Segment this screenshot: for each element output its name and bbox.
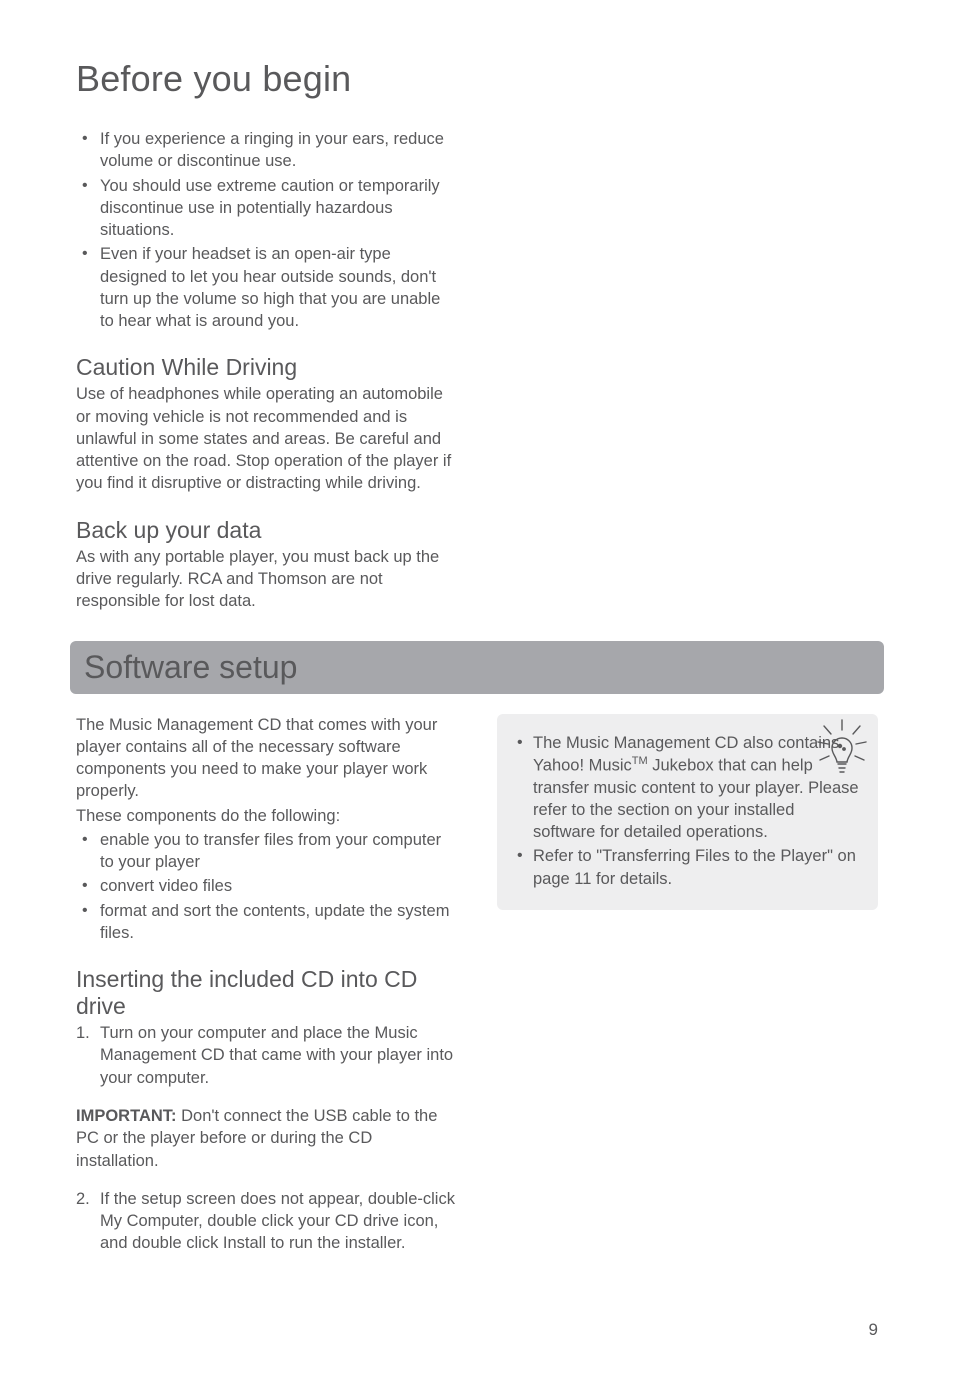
before-bullets: If you experience a ringing in your ears… <box>76 128 457 332</box>
software-intro-bullet: format and sort the contents, update the… <box>76 900 457 945</box>
important-note: IMPORTANT: Don't connect the USB cable t… <box>76 1105 457 1172</box>
tip-callout: The Music Management CD also contains Ya… <box>497 714 878 910</box>
software-columns: The Music Management CD that comes with … <box>76 714 878 1255</box>
insert-cd-heading: Inserting the included CD into CD drive <box>76 966 457 1020</box>
before-columns: If you experience a ringing in your ears… <box>76 128 878 615</box>
before-bullet: Even if your headset is an open-air type… <box>76 243 457 332</box>
step-item: 1. Turn on your computer and place the M… <box>76 1022 457 1089</box>
software-setup-bar: Software setup <box>70 641 884 694</box>
page-number: 9 <box>869 1320 878 1340</box>
software-intro-bullet: convert video files <box>76 875 457 897</box>
software-right-col: The Music Management CD also contains Ya… <box>497 714 878 1255</box>
callout-bullets: The Music Management CD also contains Ya… <box>511 732 860 890</box>
step-item: 2. If the setup screen does not appear, … <box>76 1188 457 1255</box>
software-setup-title: Software setup <box>84 649 870 686</box>
before-right-col <box>497 128 878 615</box>
before-you-begin-title: Before you begin <box>76 58 878 100</box>
software-intro2: These components do the following: <box>76 805 457 827</box>
step-text: If the setup screen does not appear, dou… <box>100 1190 455 1253</box>
software-intro-bullet: enable you to transfer files from your c… <box>76 829 457 874</box>
caution-body: Use of headphones while operating an aut… <box>76 383 457 494</box>
steps-list: 1. Turn on your computer and place the M… <box>76 1022 457 1089</box>
before-bullet: If you experience a ringing in your ears… <box>76 128 457 173</box>
step-number: 1. <box>76 1022 90 1044</box>
backup-body: As with any portable player, you must ba… <box>76 546 457 613</box>
software-intro-bullets: enable you to transfer files from your c… <box>76 829 457 944</box>
steps-list-2: 2. If the setup screen does not appear, … <box>76 1188 457 1255</box>
callout-bullet: The Music Management CD also contains Ya… <box>511 732 860 844</box>
software-intro1: The Music Management CD that comes with … <box>76 714 457 803</box>
step-number: 2. <box>76 1188 90 1210</box>
before-left-col: If you experience a ringing in your ears… <box>76 128 457 615</box>
page-root: Before you begin If you experience a rin… <box>0 0 954 1374</box>
software-left-col: The Music Management CD that comes with … <box>76 714 457 1255</box>
trademark-symbol: TM <box>632 755 648 767</box>
callout-bullet: Refer to "Transferring Files to the Play… <box>511 845 860 890</box>
step-text: Turn on your computer and place the Musi… <box>100 1024 453 1087</box>
backup-heading: Back up your data <box>76 517 457 544</box>
before-bullet: You should use extreme caution or tempor… <box>76 175 457 242</box>
important-label: IMPORTANT: <box>76 1107 177 1125</box>
caution-heading: Caution While Driving <box>76 354 457 381</box>
